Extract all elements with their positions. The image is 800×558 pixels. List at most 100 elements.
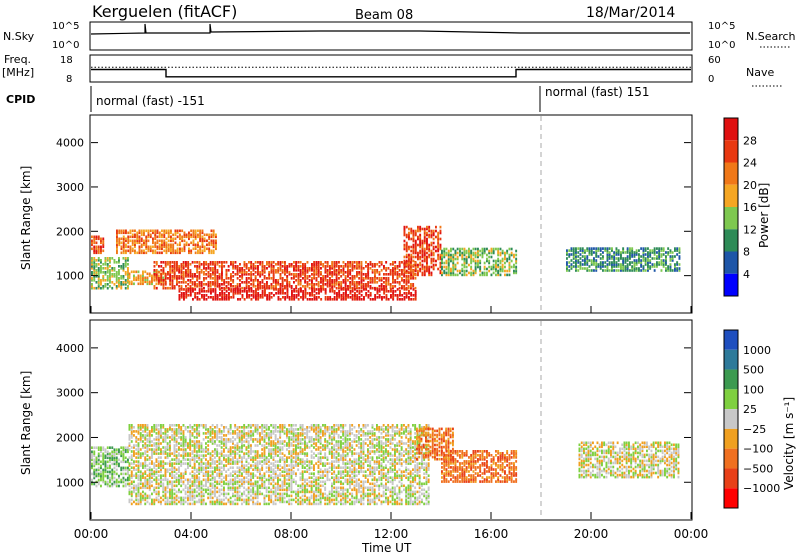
heatmap-cell (325, 261, 327, 264)
heatmap-cell (417, 270, 419, 273)
heatmap-cell (609, 251, 611, 254)
heatmap-cell (356, 261, 358, 264)
heatmap-cell (320, 285, 322, 288)
heatmap-cell (232, 456, 234, 459)
heatmap-cell (381, 288, 383, 291)
heatmap-cell (91, 451, 93, 454)
heatmap-cell (185, 261, 187, 264)
heatmap-cell (208, 288, 210, 291)
heatmap-cell (147, 438, 149, 441)
heatmap-cell (161, 230, 163, 233)
heatmap-cell (259, 460, 261, 463)
heatmap-cell (157, 236, 159, 239)
heatmap-cell (374, 288, 376, 291)
heatmap-cell (133, 501, 135, 504)
heatmap-cell (239, 454, 241, 457)
heatmap-cell (365, 283, 367, 286)
heatmap-cell (160, 501, 162, 504)
heatmap-cell (223, 454, 225, 457)
heatmap-cell (226, 281, 228, 284)
heatmap-cell (144, 503, 146, 506)
heatmap-cell (216, 430, 218, 433)
heatmap-cell (268, 491, 270, 494)
heatmap-cell (239, 426, 241, 429)
heatmap-cell (248, 466, 250, 469)
heatmap-cell (149, 281, 151, 284)
heatmap-cell (147, 432, 149, 435)
heatmap-cell (140, 462, 142, 465)
heatmap-cell (309, 287, 311, 290)
heatmap-cell (223, 261, 225, 264)
heatmap-cell (515, 250, 517, 253)
heatmap-cell (116, 457, 118, 460)
heatmap-cell (440, 238, 442, 241)
heatmap-cell (470, 266, 472, 269)
heatmap-cell (241, 287, 243, 290)
heatmap-cell (127, 263, 129, 266)
heatmap-cell (372, 269, 374, 272)
heatmap-cell (142, 495, 144, 498)
heatmap-cell (640, 247, 642, 250)
heatmap-cell (611, 255, 613, 258)
heatmap-cell (105, 267, 107, 270)
heatmap-cell (129, 462, 131, 465)
heatmap-cell (198, 499, 200, 502)
heatmap-cell (493, 248, 495, 251)
heatmap-cell (225, 454, 227, 457)
heatmap-cell (147, 464, 149, 467)
heatmap-cell (183, 462, 185, 465)
heatmap-cell (230, 472, 232, 475)
heatmap-cell (640, 269, 642, 272)
heatmap-cell (392, 290, 394, 293)
heatmap-cell (401, 261, 403, 264)
heatmap-cell (102, 285, 104, 288)
heatmap-cell (208, 248, 210, 251)
heatmap-cell (598, 247, 600, 250)
heatmap-cell (515, 266, 517, 269)
heatmap-cell (404, 288, 406, 291)
heatmap-cell (253, 290, 255, 293)
heatmap-cell (129, 483, 131, 486)
heatmap-cell (395, 290, 397, 293)
heatmap-cell (187, 487, 189, 490)
heatmap-cell (187, 261, 189, 264)
heatmap-cell (120, 473, 122, 476)
heatmap-cell (118, 459, 120, 462)
heatmap-cell (316, 288, 318, 291)
heatmap-cell (234, 438, 236, 441)
heatmap-cell (183, 292, 185, 295)
heatmap-cell (183, 271, 185, 274)
heatmap-cell (600, 253, 602, 256)
heatmap-cell (221, 479, 223, 482)
heatmap-cell (114, 477, 116, 480)
heatmap-cell (213, 240, 215, 243)
heatmap-cell (327, 261, 329, 264)
heatmap-cell (190, 279, 192, 282)
heatmap-cell (399, 287, 401, 290)
heatmap-cell (457, 262, 459, 265)
heatmap-cell (91, 271, 93, 274)
heatmap-cell (175, 250, 177, 253)
heatmap-cell (199, 271, 201, 274)
heatmap-cell (163, 279, 165, 282)
heatmap-cell (340, 269, 342, 272)
heatmap-cell (243, 444, 245, 447)
heatmap-cell (622, 247, 624, 250)
heatmap-cell (381, 277, 383, 280)
heatmap-cell (431, 242, 433, 245)
heatmap-cell (181, 288, 183, 291)
heatmap-cell (241, 456, 243, 459)
heatmap-cell (302, 263, 304, 266)
heatmap-cell (266, 503, 268, 506)
heatmap-cell (343, 265, 345, 268)
heatmap-cell (201, 424, 203, 427)
heatmap-cell (446, 272, 448, 275)
heatmap-cell (144, 450, 146, 453)
heatmap-cell (367, 281, 369, 284)
heatmap-cell (665, 251, 667, 254)
heatmap-cell (406, 226, 408, 229)
heatmap-cell (264, 444, 266, 447)
heatmap-cell (600, 257, 602, 260)
heatmap-cell (116, 448, 118, 451)
